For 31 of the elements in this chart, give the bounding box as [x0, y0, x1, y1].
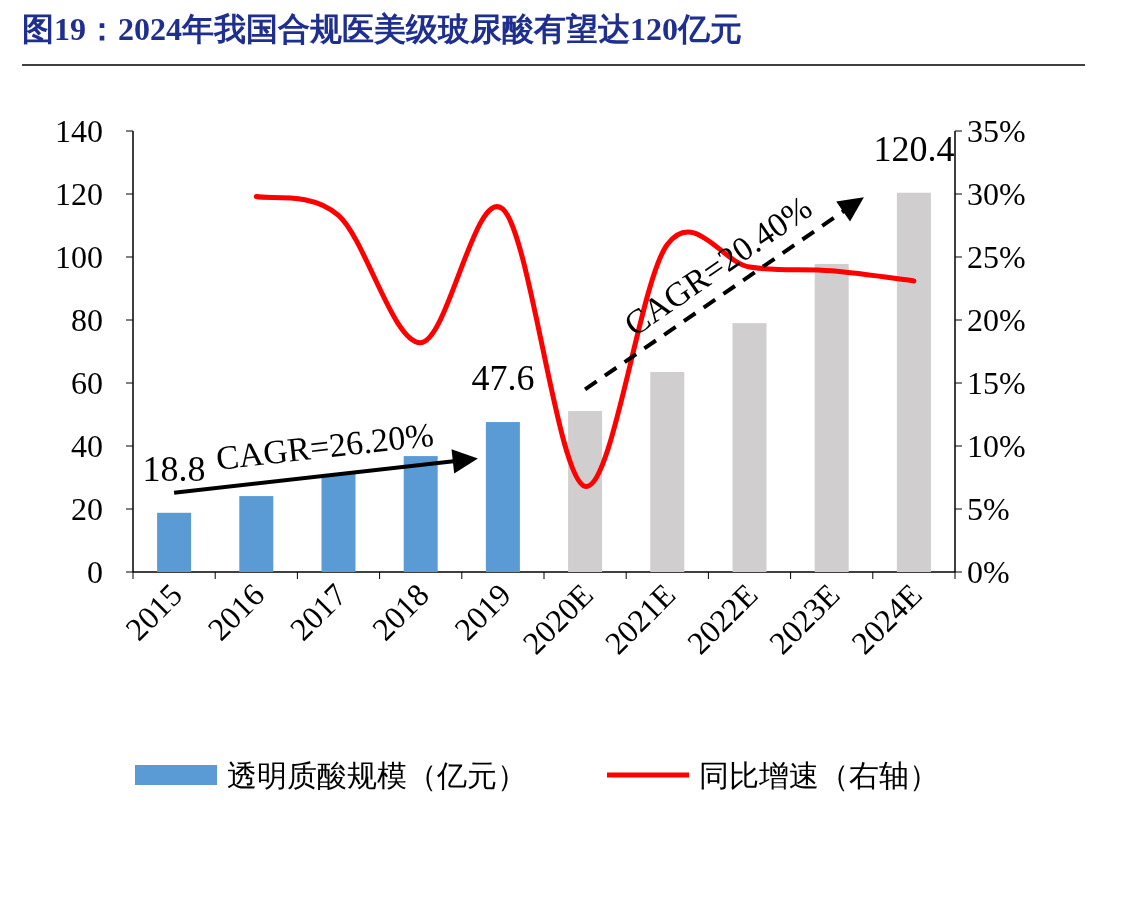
- y-tick-label: 0: [87, 554, 103, 590]
- y-tick-label: 120: [55, 176, 103, 212]
- bar: [485, 422, 520, 572]
- y2-tick-label: 20%: [967, 302, 1026, 338]
- bar: [814, 263, 849, 572]
- data-label: 47.6: [471, 358, 535, 399]
- bar: [896, 192, 931, 572]
- legend-label: 同比增速（右轴）: [699, 759, 939, 792]
- y2-tick-label: 0%: [967, 554, 1010, 590]
- data-label: 18.8: [142, 448, 206, 489]
- y2-tick-label: 15%: [967, 365, 1026, 401]
- y-tick-label: 40: [71, 428, 103, 464]
- y2-tick-label: 30%: [967, 176, 1026, 212]
- y-tick-label: 60: [71, 365, 103, 401]
- bar: [650, 371, 685, 572]
- annotation: CAGR=26.20%: [214, 415, 436, 477]
- y-tick-label: 80: [71, 302, 103, 338]
- y2-tick-label: 10%: [967, 428, 1026, 464]
- y-tick-label: 100: [55, 239, 103, 275]
- bar: [239, 496, 274, 572]
- bar: [321, 474, 356, 572]
- bar: [568, 411, 603, 572]
- y-tick-label: 140: [55, 113, 103, 149]
- y2-tick-label: 35%: [967, 113, 1026, 149]
- data-label: 120.4: [873, 128, 955, 169]
- legend-label: 透明质酸规模（亿元）: [227, 759, 527, 792]
- y2-tick-label: 25%: [967, 239, 1026, 275]
- y-tick-label: 20: [71, 491, 103, 527]
- y2-tick-label: 5%: [967, 491, 1010, 527]
- chart-title: 图19：2024年我国合规医美级玻尿酸有望达120亿元: [22, 11, 742, 47]
- bar: [157, 512, 192, 572]
